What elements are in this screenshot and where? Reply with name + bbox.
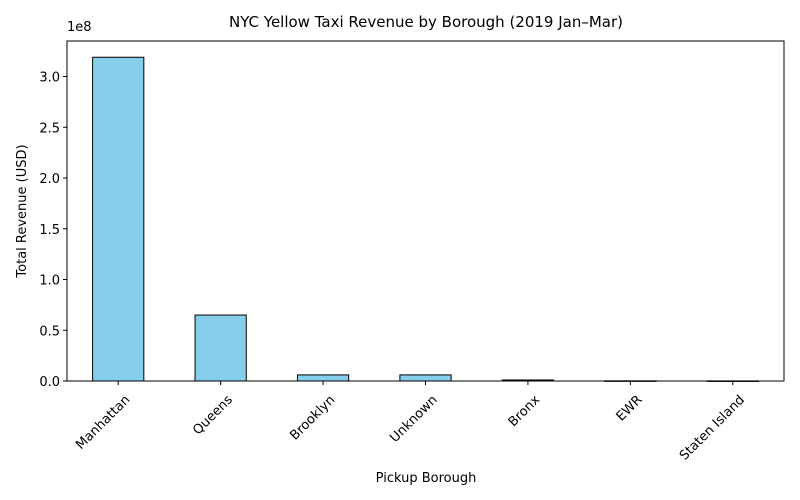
y-axis-title: Total Revenue (USD) xyxy=(15,144,30,278)
bar-manhattan xyxy=(92,56,145,382)
plot-frame xyxy=(66,40,785,382)
y-tick-label: 1.0 xyxy=(39,274,60,289)
bar-unknown xyxy=(399,374,452,382)
y-axis-offset-label: 1e8 xyxy=(67,20,92,35)
y-ticks-group: 0.0 0.5 1.0 1.5 2.0 2.5 3.0 xyxy=(39,71,67,390)
x-tick-label: Unknown xyxy=(387,393,440,446)
y-tick-label: 2.5 xyxy=(39,121,60,136)
x-tick-label: EWR xyxy=(614,393,646,425)
y-tick-label: 1.5 xyxy=(39,223,60,238)
y-tick-label: 0.0 xyxy=(39,375,60,390)
x-tick-label: Manhattan xyxy=(73,393,133,453)
y-tick-label: 0.5 xyxy=(39,324,60,339)
x-ticks-group: Manhattan Queens Brooklyn Unknown Bronx EWR St… xyxy=(73,381,748,464)
y-tick-label: 3.0 xyxy=(39,71,60,86)
bars-group xyxy=(92,56,759,382)
x-tick-label: Staten Island xyxy=(677,393,748,464)
bar-queens xyxy=(194,314,247,382)
x-axis-title: Pickup Borough xyxy=(376,471,477,486)
bar-brooklyn xyxy=(296,374,350,382)
chart-title: NYC Yellow Taxi Revenue by Borough (2019… xyxy=(229,13,623,31)
y-tick-label: 2.0 xyxy=(39,172,60,187)
x-tick-label: Brooklyn xyxy=(287,393,338,444)
x-tick-label: Bronx xyxy=(506,392,544,430)
x-tick-label: Queens xyxy=(190,392,236,438)
